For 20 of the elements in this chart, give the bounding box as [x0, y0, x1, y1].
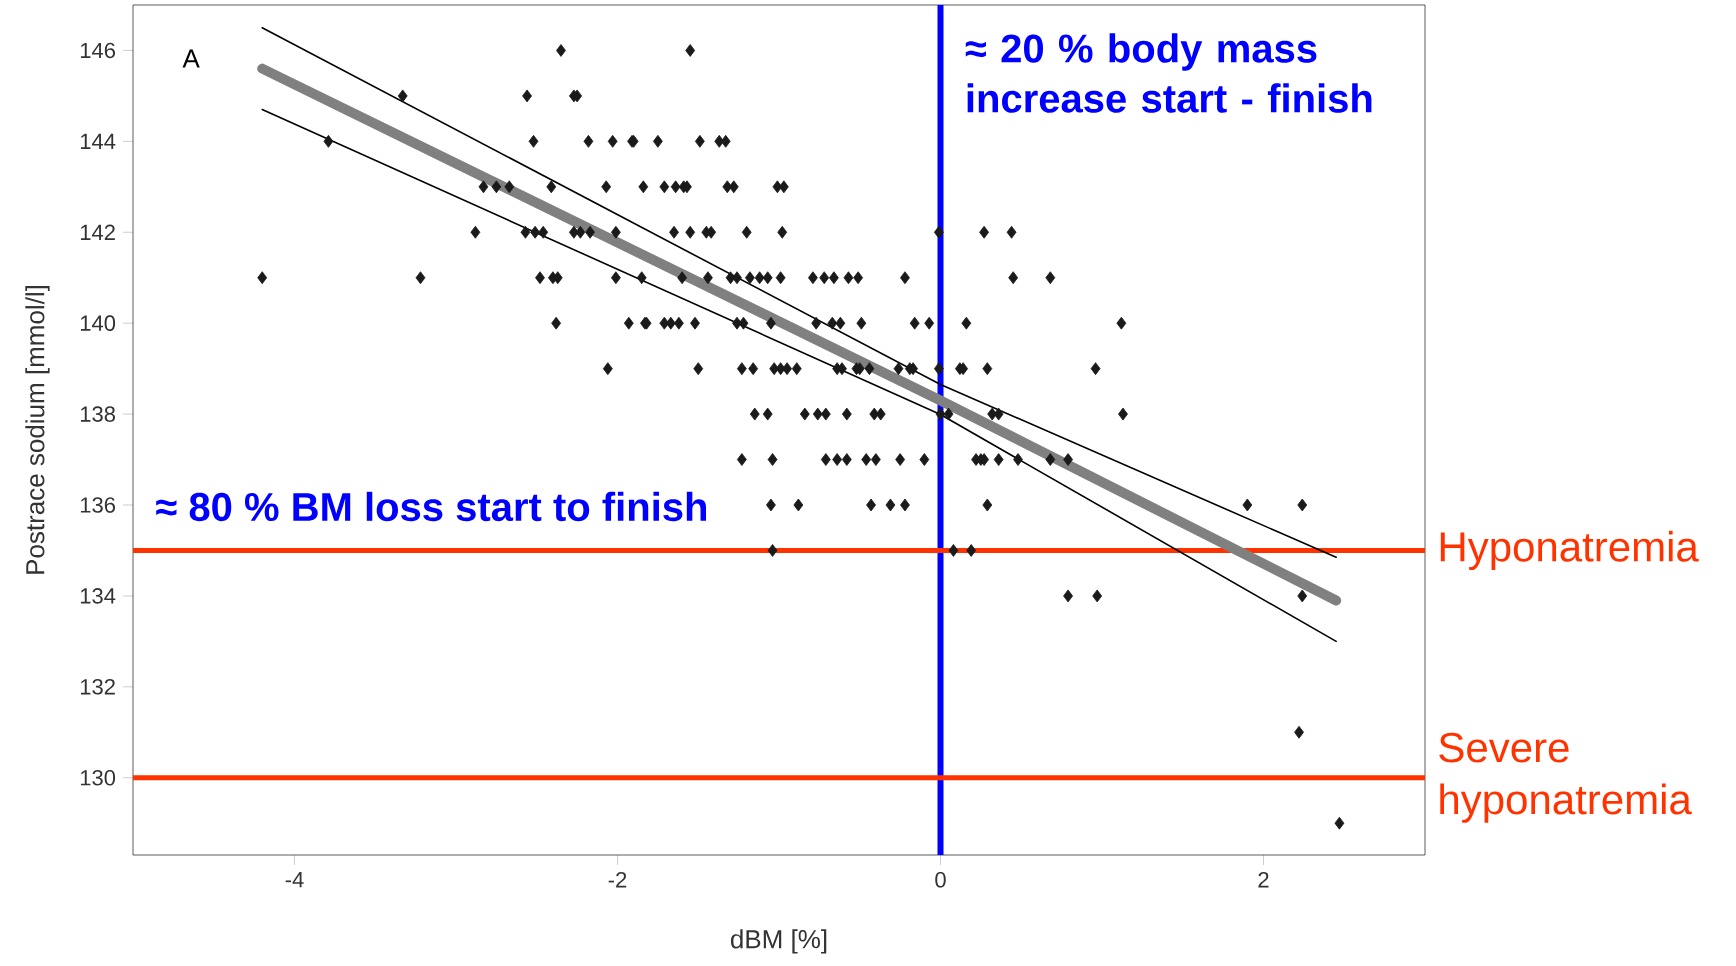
- y-tick-label: 138: [80, 406, 115, 422]
- ref-line-label: ≈ 20 % body mass increase start - finish: [965, 33, 1372, 113]
- annotation: ≈ 80 % BM loss start to finish: [156, 491, 707, 522]
- x-tick-label: -4: [285, 872, 304, 888]
- ref-line-label: Hyponatremia: [1440, 530, 1699, 571]
- y-axis-title: Postrace sodium [mmol/l]: [25, 285, 50, 574]
- y-tick-label: 140: [80, 315, 116, 331]
- x-axis-title: dBM [%]: [730, 929, 827, 954]
- annotation: A: [182, 49, 200, 68]
- y-tick-label: 132: [80, 679, 115, 695]
- y-tick-label: 146: [80, 42, 115, 59]
- y-tick-label: 142: [80, 224, 115, 240]
- ref-line-label: Severe hyponatremia: [1439, 732, 1692, 823]
- x-tick-label: 2: [1258, 872, 1269, 888]
- x-tick-label: 0: [935, 872, 946, 888]
- x-tick-label: -2: [608, 872, 627, 888]
- y-tick-label: 136: [80, 497, 115, 513]
- y-tick-label: 134: [80, 588, 116, 604]
- y-tick-label: 130: [80, 769, 116, 786]
- y-tick-label: 144: [80, 133, 116, 149]
